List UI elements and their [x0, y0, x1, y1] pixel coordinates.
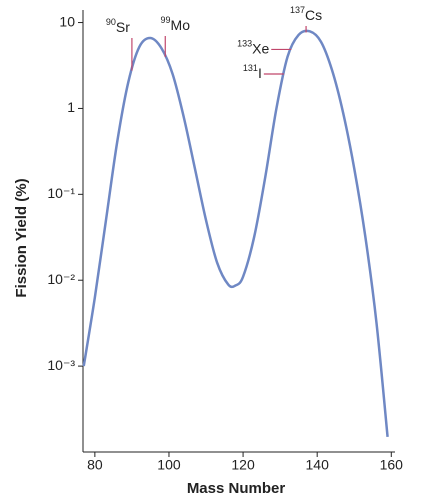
mass-number: 131	[243, 63, 258, 73]
y-tick-label: 10⁻³	[47, 357, 75, 373]
element-symbol: Mo	[171, 17, 191, 33]
x-axis-title: Mass Number	[187, 480, 286, 497]
element-symbol: Cs	[305, 7, 322, 23]
mass-number: 90	[106, 17, 116, 27]
x-tick-label: 160	[380, 457, 404, 473]
mass-number: 133	[237, 39, 252, 49]
y-tick-label: 10⁻¹	[47, 185, 75, 201]
nuclide-label: 131I	[243, 63, 262, 80]
y-axis-title: Fission Yield (%)	[13, 178, 30, 297]
x-tick-label: 100	[157, 457, 181, 473]
mass-number: 99	[161, 15, 171, 25]
y-tick-label: 10	[59, 13, 75, 29]
element-symbol: Sr	[116, 19, 130, 35]
nuclide-label: 133Xe	[237, 39, 269, 56]
mass-number: 137	[290, 5, 305, 15]
nuclide-label: 90Sr	[106, 17, 130, 34]
x-tick-label: 120	[231, 457, 255, 473]
element-symbol: Xe	[252, 40, 269, 56]
y-tick-label: 10⁻²	[47, 271, 75, 287]
x-tick-label: 80	[87, 457, 103, 473]
y-tick-label: 1	[67, 99, 75, 115]
nuclide-label: 99Mo	[161, 15, 191, 32]
yield-curve	[82, 29, 389, 437]
nuclide-label: 137Cs	[290, 5, 322, 22]
x-tick-label: 140	[306, 457, 330, 473]
element-symbol: I	[258, 65, 262, 81]
